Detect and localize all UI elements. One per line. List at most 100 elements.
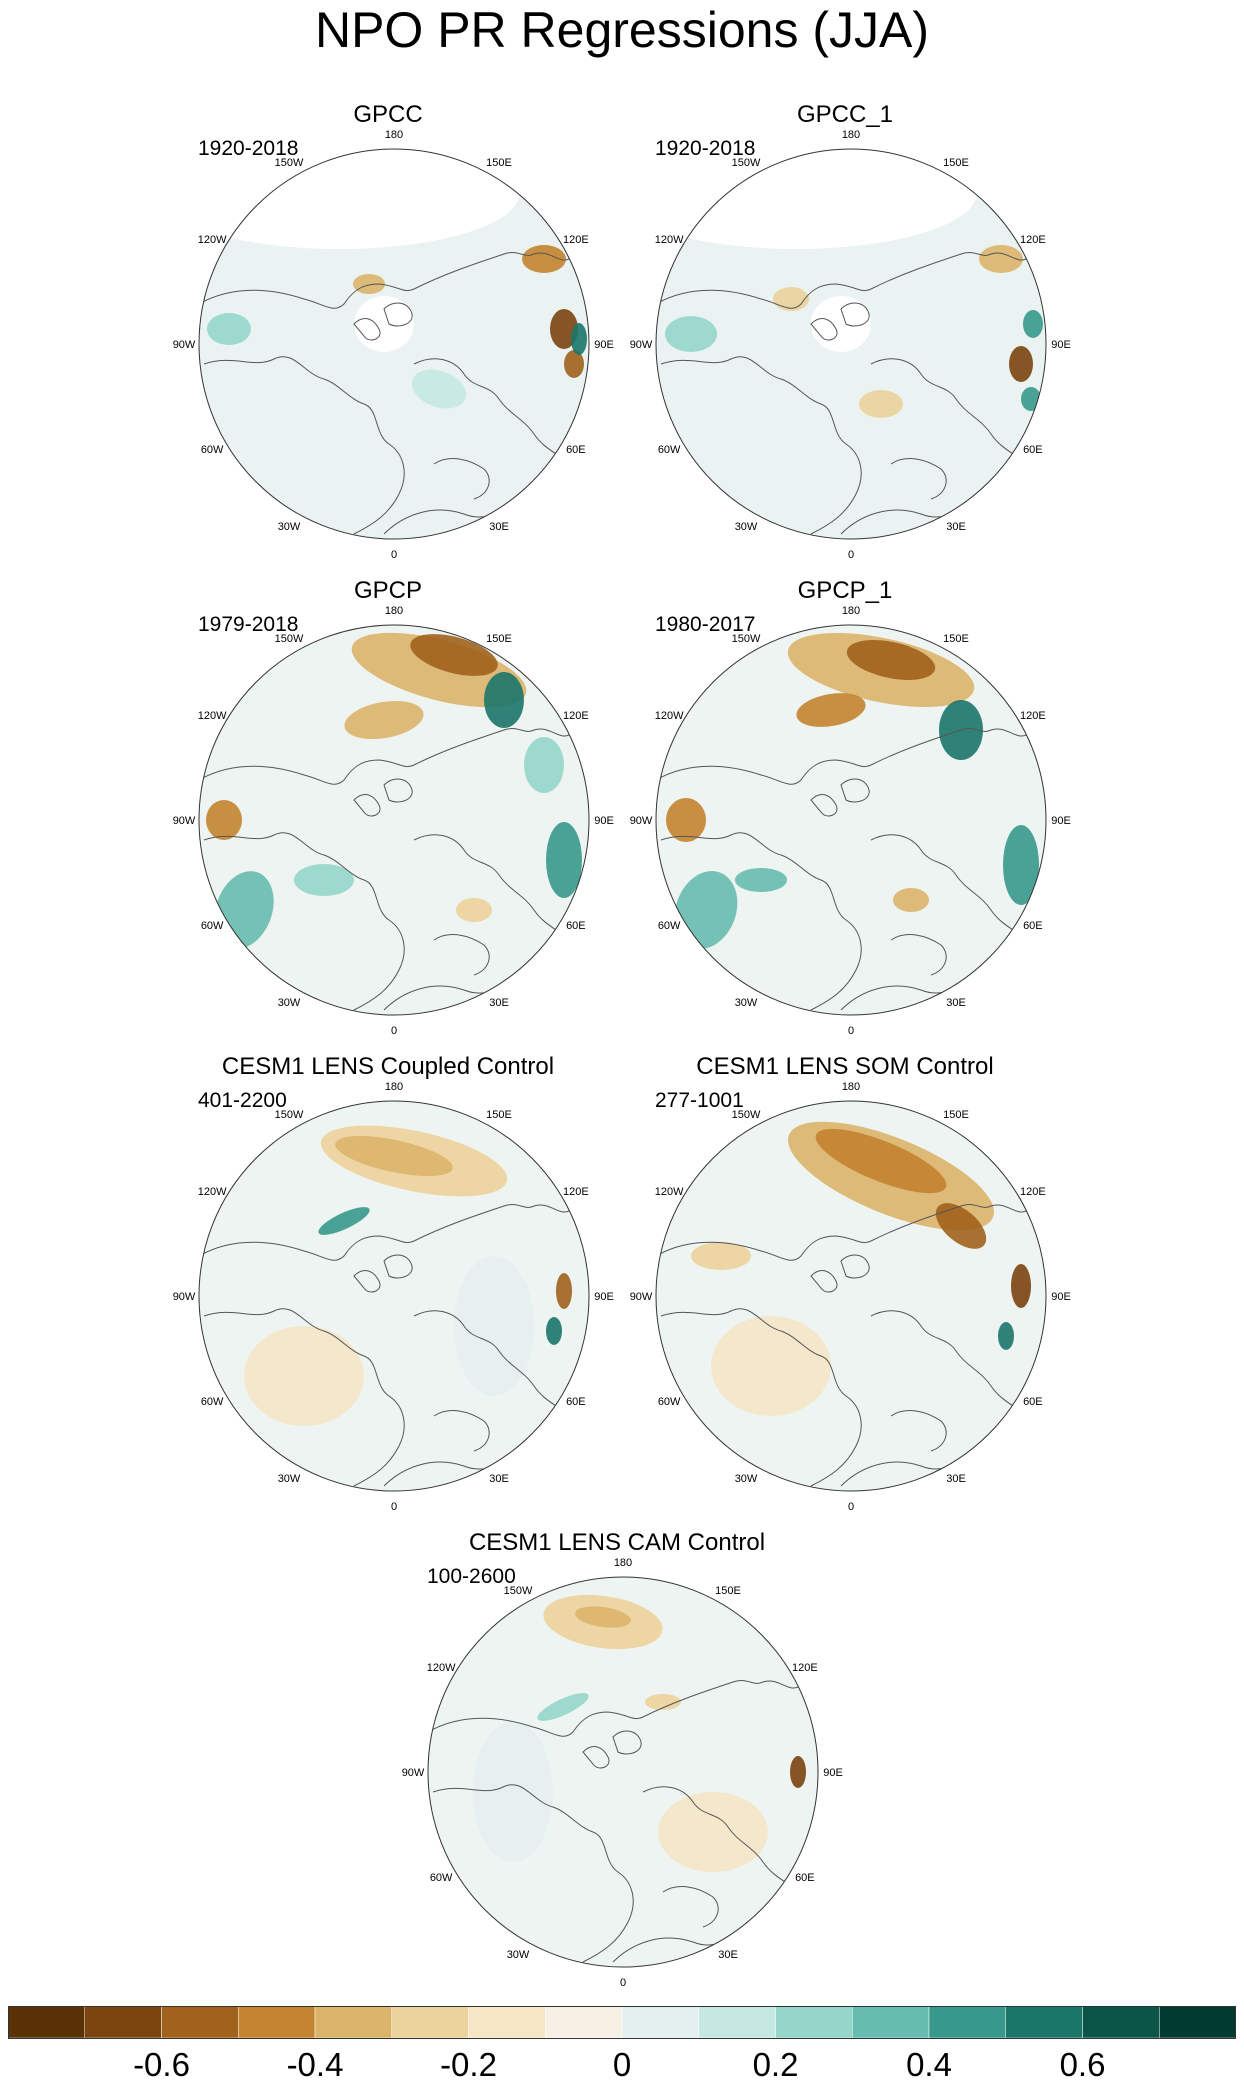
longitude-label: 150W	[732, 633, 761, 645]
longitude-label: 30E	[718, 1949, 738, 1961]
longitude-label: 120E	[792, 1662, 818, 1674]
longitude-label: 90W	[173, 815, 196, 827]
coastline	[433, 458, 490, 500]
panel-title: GPCP_1	[797, 577, 893, 604]
coastline	[413, 1310, 570, 1417]
longitude-label: 0	[620, 1977, 626, 1989]
colorbar-tick-label: 0.2	[753, 2046, 799, 2083]
longitude-label: 180	[842, 605, 860, 617]
longitude-label: 120W	[655, 234, 684, 246]
longitude-label: 150E	[943, 1109, 969, 1121]
map-boundary	[655, 148, 1047, 540]
panel-gpcp: GPCP 1979-2018 180 150E 120E 90E 60E 30E 0 30W 6…	[173, 576, 614, 1046]
coastline	[660, 356, 862, 535]
missing-data-area	[199, 149, 519, 249]
anomaly-patch	[318, 1207, 370, 1235]
longitude-label: 150E	[943, 633, 969, 645]
longitude-label: 60E	[566, 1396, 586, 1408]
coastline	[870, 358, 1027, 465]
colorbar-swatch	[1082, 2006, 1160, 2039]
panel-period: 1920-2018	[655, 137, 756, 160]
anomaly-patch	[546, 822, 582, 898]
longitude-label: 90E	[594, 339, 614, 351]
longitude-label: 60W	[658, 920, 681, 932]
coastline	[413, 1204, 570, 1242]
map-boundary	[427, 1576, 819, 1968]
colorbar-swatch	[238, 2006, 316, 2039]
longitude-label: 90E	[1051, 815, 1071, 827]
longitude-label: 90E	[594, 815, 614, 827]
anomaly-patch	[294, 864, 354, 896]
longitude-label: 120E	[563, 234, 589, 246]
anomaly-patch	[674, 871, 738, 949]
anomaly-patch	[790, 1756, 806, 1788]
longitude-label: 120W	[427, 1662, 456, 1674]
coastline	[870, 728, 1027, 766]
anomaly-patch	[859, 390, 903, 418]
longitude-label: 60E	[795, 1872, 815, 1884]
colorbar-swatch	[8, 2006, 85, 2039]
longitude-label: 0	[848, 1025, 854, 1037]
anomaly-patch	[556, 1273, 572, 1309]
coastline	[810, 1270, 838, 1293]
coastline	[890, 934, 947, 976]
coastline	[870, 1204, 1027, 1242]
anomaly-patch	[575, 1606, 631, 1628]
anomaly-patch	[665, 316, 717, 352]
coastline	[203, 356, 405, 535]
longitude-label: 180	[614, 1557, 632, 1569]
panel-gpcp-1: GPCP_1 1980-2017 180 150E 120E 90E 60E 30E 0 30…	[630, 576, 1071, 1046]
longitude-label: 30W	[735, 521, 758, 533]
longitude-label: 30W	[278, 1473, 301, 1485]
longitude-label: 150W	[732, 157, 761, 169]
panel-period: 1920-2018	[198, 137, 299, 160]
coastline	[810, 794, 838, 817]
anomaly-patch	[645, 1694, 681, 1710]
coastline	[383, 778, 413, 803]
anomaly-patch	[935, 1203, 987, 1249]
longitude-label: 60W	[430, 1872, 453, 1884]
longitude-label: 0	[848, 1501, 854, 1513]
longitude-label: 150E	[486, 157, 512, 169]
panel-title: GPCC_1	[796, 101, 894, 128]
longitude-label: 180	[842, 129, 860, 141]
coastline	[810, 318, 838, 341]
anomaly-patch	[571, 323, 587, 355]
colorbar-swatch	[391, 2006, 469, 2039]
anomaly-patch	[206, 800, 242, 840]
longitude-label: 120W	[655, 1186, 684, 1198]
colorbar-swatch	[314, 2006, 392, 2039]
coastline	[433, 934, 490, 976]
longitude-label: 120W	[198, 234, 227, 246]
coastline	[413, 358, 570, 465]
anomaly-patch	[711, 1316, 831, 1416]
longitude-label: 60E	[1023, 920, 1043, 932]
longitude-label: 150W	[275, 1109, 304, 1121]
polar-map: 180 150E 120E 90E 60E 30E 0 30W 60W 90W 120W 150W	[173, 605, 614, 1037]
colorbar-outline	[8, 2006, 1236, 2039]
longitude-label: 90W	[402, 1767, 425, 1779]
map-boundary	[655, 624, 1047, 1016]
colorbar-swatch	[1005, 2006, 1083, 2039]
polar-map: 180 150E 120E 90E 60E 30E 0 30W 60W 90W 120W 150W	[630, 129, 1071, 561]
anomaly-patch	[773, 287, 809, 311]
panel-period: 1980-2017	[655, 613, 756, 636]
longitude-label: 60E	[1023, 1396, 1043, 1408]
coastline	[890, 458, 947, 500]
longitude-label: 120E	[563, 1186, 589, 1198]
anomaly-patch	[1003, 825, 1039, 905]
anomaly-patch	[411, 369, 467, 409]
anomaly-patch	[979, 245, 1023, 273]
anomaly-patch	[998, 1322, 1014, 1350]
colorbar-swatch	[161, 2006, 239, 2039]
anomaly-patch	[893, 888, 929, 912]
anomaly-patch	[691, 1242, 751, 1270]
longitude-label: 60E	[566, 444, 586, 456]
longitude-label: 180	[842, 1081, 860, 1093]
missing-data-area	[354, 296, 414, 352]
longitude-label: 30E	[946, 997, 966, 1009]
colorbar-tick-label: -0.6	[133, 2046, 190, 2083]
anomaly-patch	[666, 798, 706, 842]
coastline	[428, 1711, 644, 1737]
panel-period: 401-2200	[198, 1089, 287, 1112]
